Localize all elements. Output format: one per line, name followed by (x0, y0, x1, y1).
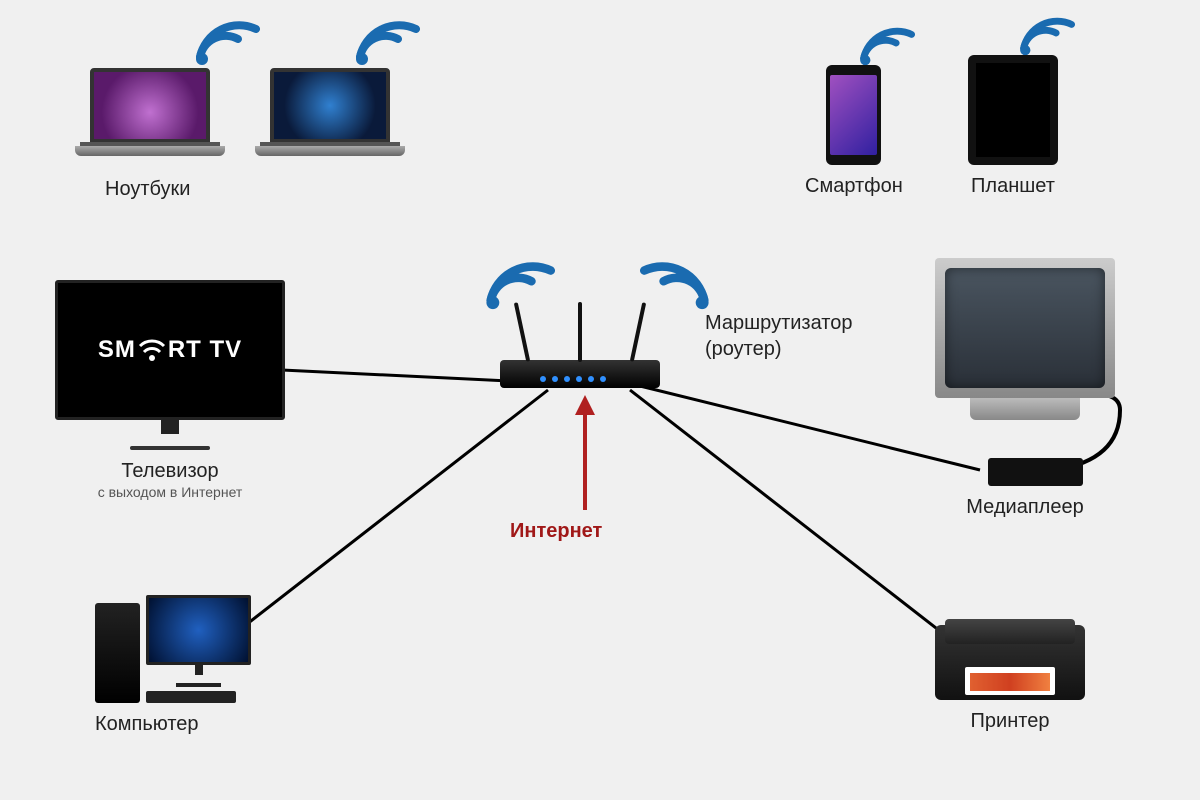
internet-label: Интернет (510, 520, 602, 543)
laptops-label: Ноутбуки (105, 176, 190, 202)
router-group (500, 360, 660, 388)
printer-icon (935, 625, 1085, 700)
tablet-label: Планшет (971, 173, 1055, 199)
wifi-icon (190, 15, 260, 70)
wifi-icon (350, 15, 420, 70)
mediaplayer-group: Медиаплеер (935, 258, 1115, 520)
smarttv-group: SM RT TV Телевизор с выходом в Интернет (55, 280, 285, 500)
mediaplayer-icon (988, 458, 1083, 486)
laptop-icon (255, 68, 405, 168)
crt-monitor-icon (935, 258, 1115, 398)
router-sublabel: (роутер) (705, 336, 852, 362)
router-label-group: Маршрутизатор (роутер) (705, 310, 852, 362)
smarttv-text-right: RT TV (168, 336, 242, 364)
smarttv-text-left: SM (98, 336, 136, 364)
computer-icon (95, 595, 251, 703)
smarttv-icon: SM RT TV (55, 280, 285, 420)
router-label: Маршрутизатор (705, 310, 852, 336)
smartphone-label: Смартфон (805, 173, 903, 199)
smartphone-icon (826, 65, 881, 165)
router-icon (500, 360, 660, 388)
tablet-group: Планшет (968, 55, 1058, 199)
laptops-group: Ноутбуки (70, 68, 410, 202)
tablet-icon (968, 55, 1058, 165)
smarttv-logo-icon (138, 336, 166, 364)
wifi-icon (855, 22, 915, 70)
computer-label: Компьютер (95, 711, 199, 737)
computer-group: Компьютер (95, 595, 251, 737)
printer-label: Принтер (971, 708, 1050, 734)
wifi-icon (1015, 12, 1075, 60)
printer-group: Принтер (935, 625, 1085, 734)
laptop-icon (75, 68, 225, 168)
mediaplayer-label: Медиаплеер (966, 494, 1083, 520)
smarttv-label: Телевизор (121, 458, 218, 484)
wifi-icon (640, 255, 715, 315)
smartphone-group: Смартфон (805, 65, 903, 199)
smarttv-sublabel: с выходом в Интернет (98, 484, 243, 500)
